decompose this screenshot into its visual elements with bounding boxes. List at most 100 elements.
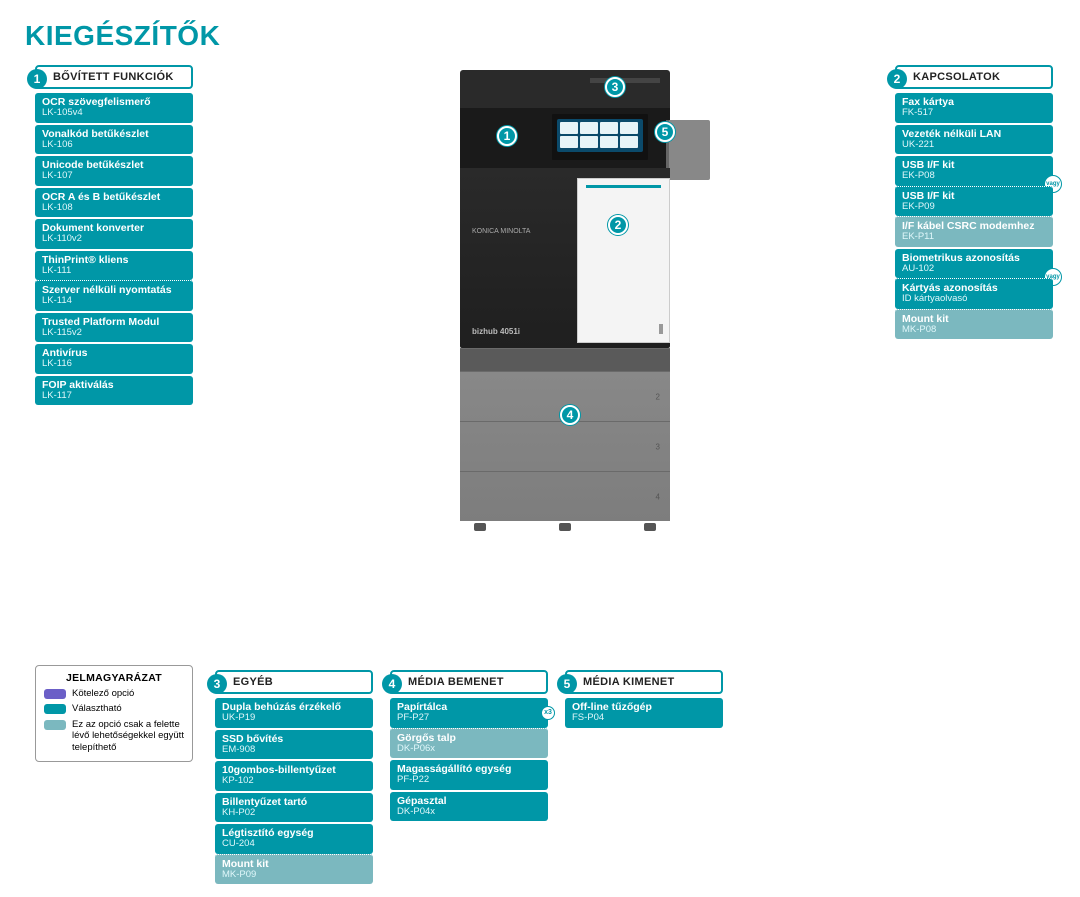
legend-text: Kötelező opció [72,688,134,699]
legend-row: Kötelező opció [44,688,184,699]
option-item: Trusted Platform ModulLK-115v2 [35,313,193,343]
printer-adf [460,70,670,108]
diagram-callout: 2 [608,215,628,235]
option-item: AntivírusLK-116 [35,344,193,374]
option-item: Légtisztító egységCU-204 [215,824,373,854]
option-code: LK-117 [42,391,186,401]
option-item: Biometrikus azonosításAU-102vagy [895,249,1053,279]
option-item: Mount kitMK-P08 [895,309,1053,340]
column-title: MÉDIA KIMENET [567,676,675,688]
option-item: OCR szövegfelismerőLK-105v4 [35,93,193,123]
option-code: UK-P19 [222,713,366,723]
option-title: Görgős talp [397,732,541,744]
column-number-badge: 2 [887,69,907,89]
option-code: MK-P09 [222,870,366,880]
option-title: OCR A és B betűkészlet [42,191,186,203]
option-item: USB I/F kitEK-P08vagy [895,156,1053,186]
option-code: ID kártyaolvasó [902,294,1046,304]
column-header: 4MÉDIA BEMENET [390,670,548,694]
printer-bypass-tray [460,348,670,371]
column-header: 1BŐVÍTETT FUNKCIÓK [35,65,193,89]
legend-swatch [44,720,66,730]
option-code: LK-115v2 [42,328,186,338]
option-code: KH-P02 [222,808,366,818]
diagram-callout: 5 [655,122,675,142]
option-code: DK-P06x [397,744,541,754]
option-title: Vezeték nélküli LAN [902,128,1046,140]
option-code: LK-110v2 [42,234,186,244]
column-number-badge: 5 [557,674,577,694]
option-item: I/F kábel CSRC modemhezEK-P11 [895,216,1053,247]
option-code: EK-P09 [902,202,1046,212]
option-title: FOIP aktiválás [42,379,186,391]
options-column-1: 1BŐVÍTETT FUNKCIÓK OCR szövegfelismerőLK-… [35,65,193,407]
printer-body: KONICA MINOLTA bizhub 4051i [460,168,670,348]
option-title: Gépasztal [397,795,541,807]
printer-drawer: 4 [460,471,670,521]
option-item: Szerver nélküli nyomtatásLK-114 [35,280,193,311]
option-title: ThinPrint® kliens [42,254,186,266]
option-title: Vonalkód betűkészlet [42,128,186,140]
option-item: Kártyás azonosításID kártyaolvasó [895,278,1053,309]
multiplier-badge: x3 [541,706,555,720]
option-code: EM-908 [222,745,366,755]
option-code: UK-221 [902,140,1046,150]
option-item: Dupla behúzás érzékelőUK-P19 [215,698,373,728]
column-title: MÉDIA BEMENET [392,676,504,688]
printer-panel-stage [460,108,670,168]
options-column-2: 2KAPCSOLATOKFax kártyaFK-517Vezeték nélk… [895,65,1053,341]
option-item: SSD bővítésEM-908 [215,730,373,760]
legend-text: Választható [72,703,122,714]
column-header: 3EGYÉB [215,670,373,694]
option-code: LK-107 [42,171,186,181]
printer-casters [460,521,670,531]
option-item: ThinPrint® kliensLK-111 [35,251,193,281]
option-code: LK-106 [42,140,186,150]
column-title: BŐVÍTETT FUNKCIÓK [37,71,174,83]
options-column-4: 4MÉDIA BEMENETPapírtálcaPF-P27x3Görgős t… [390,670,548,823]
column-number-badge: 1 [27,69,47,89]
diagram-callout: 4 [560,405,580,425]
option-title: USB I/F kit [902,190,1046,202]
column-title: KAPCSOLATOK [897,71,1000,83]
option-code: DK-P04x [397,807,541,817]
option-code: LK-108 [42,203,186,213]
legend-title: JELMAGYARÁZAT [44,672,184,684]
option-item: Off-line tűzőgépFS-P04 [565,698,723,728]
option-item: Mount kitMK-P09 [215,854,373,885]
option-title: SSD bővítés [222,733,366,745]
legend-row: Ez az opció csak a felette lévő lehetősé… [44,719,184,753]
drawer-number: 4 [656,492,660,501]
legend-box: JELMAGYARÁZAT Kötelező opció Választható Ez… [35,665,193,762]
page-title: KIEGÉSZÍTŐK [25,20,220,52]
column-header: 2KAPCSOLATOK [895,65,1053,89]
legend-text: Ez az opció csak a felette lévő lehetősé… [72,719,184,753]
option-code: KP-102 [222,776,366,786]
option-code: EK-P08 [902,171,1046,181]
drawer-number: 3 [656,442,660,451]
printer-brand: KONICA MINOLTA [472,228,530,235]
legend-swatch [44,704,66,714]
option-item: USB I/F kitEK-P09 [895,186,1053,217]
diagram-callout: 3 [605,77,625,97]
printer-screen [557,119,643,152]
option-item: Vonalkód betűkészletLK-106 [35,125,193,155]
drawer-number: 2 [656,392,660,401]
option-item: 10gombos-billentyűzetKP-102 [215,761,373,791]
option-code: EK-P11 [902,232,1046,242]
printer-control-panel [550,112,650,162]
column-header: 5MÉDIA KIMENET [565,670,723,694]
diagram-callout: 1 [497,126,517,146]
column-number-badge: 4 [382,674,402,694]
option-item: FOIP aktiválásLK-117 [35,376,193,406]
options-column-3: 3EGYÉBDupla behúzás érzékelőUK-P19SSD bő… [215,670,373,886]
option-item: Magasságállító egységPF-P22 [390,760,548,790]
option-code: LK-116 [42,359,186,369]
option-code: PF-P27 [397,713,541,723]
option-title: Trusted Platform Modul [42,316,186,328]
printer-front-door [577,178,670,343]
option-title: Mount kit [222,858,366,870]
printer-drawer: 3 [460,421,670,471]
option-item: GépasztalDK-P04x [390,792,548,822]
option-item: Vezeték nélküli LANUK-221 [895,125,1053,155]
